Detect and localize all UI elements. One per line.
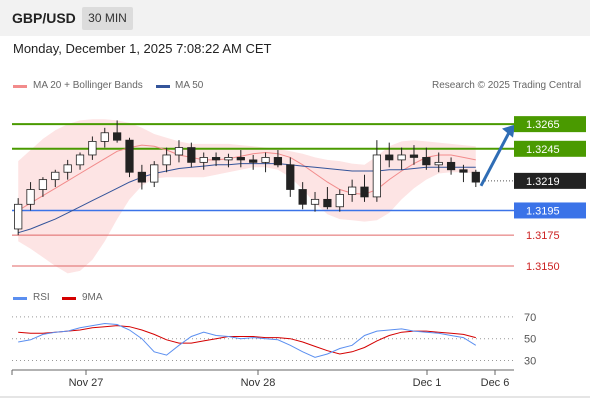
candle-body bbox=[348, 186, 357, 195]
candle-body bbox=[14, 203, 23, 230]
candle-body bbox=[397, 154, 406, 161]
candle-body bbox=[459, 169, 468, 173]
candle-body bbox=[434, 161, 443, 166]
candle-body bbox=[409, 154, 419, 158]
resistance-price-badge bbox=[514, 140, 586, 157]
candle-body bbox=[224, 157, 233, 161]
candle-body bbox=[372, 154, 381, 198]
x-tick-label: Dec 6 bbox=[481, 377, 510, 389]
instrument-title: GBP/USD bbox=[12, 10, 76, 26]
rsi-ma-legend-label: 9MA bbox=[82, 292, 103, 303]
timeframe-button[interactable]: 30 MIN bbox=[82, 7, 133, 30]
resistance-price-label: 1.3245 bbox=[526, 144, 560, 156]
current-price-badge bbox=[514, 172, 586, 189]
x-tick-label: Nov 28 bbox=[241, 377, 276, 389]
candle-body bbox=[88, 140, 97, 156]
candle-body bbox=[385, 154, 394, 161]
candle-body bbox=[335, 194, 344, 208]
timestamp: Monday, December 1, 2025 7:08:22 AM CET bbox=[13, 41, 272, 56]
pivot-price-badge bbox=[514, 202, 586, 219]
candle-body bbox=[422, 157, 431, 166]
candle-body bbox=[63, 164, 72, 173]
forecast-arrow-shaft bbox=[479, 131, 511, 187]
current-price-label: 1.3219 bbox=[526, 176, 560, 188]
candle-body bbox=[162, 154, 171, 166]
candle-body bbox=[298, 189, 307, 205]
ma50-legend-swatch bbox=[156, 85, 170, 88]
candle-body bbox=[286, 164, 295, 190]
pivot-price-label: 1.3195 bbox=[526, 205, 560, 217]
candle-body bbox=[446, 161, 456, 171]
candle-body bbox=[273, 157, 283, 166]
candle-body bbox=[26, 189, 35, 205]
candle-body bbox=[471, 171, 480, 183]
resistance-price-badge bbox=[514, 116, 586, 133]
resistance-price-label: 1.3265 bbox=[526, 119, 560, 131]
ma20-line bbox=[17, 144, 476, 211]
candle-body bbox=[249, 159, 258, 163]
rsi-ma-line bbox=[18, 325, 476, 355]
candle-body bbox=[187, 147, 196, 163]
candle-body bbox=[310, 198, 320, 205]
candle-body bbox=[174, 147, 184, 156]
rsi-tick-label: 50 bbox=[524, 334, 536, 346]
candle-body bbox=[261, 157, 270, 163]
x-tick-label: Dec 1 bbox=[413, 377, 442, 389]
top-bar: GBP/USD 30 MIN bbox=[0, 0, 590, 36]
x-tick-label: Nov 27 bbox=[69, 377, 104, 389]
forecast-arrow-head bbox=[502, 124, 515, 138]
candle-body bbox=[100, 132, 109, 142]
candle-body bbox=[199, 157, 208, 163]
candle-body bbox=[150, 164, 159, 183]
candle-body bbox=[125, 139, 134, 173]
bollinger-band bbox=[18, 119, 476, 274]
rsi-tick-label: 70 bbox=[524, 312, 536, 324]
credit-text: Research © 2025 Trading Central bbox=[432, 80, 582, 91]
rsi-legend-swatch bbox=[13, 297, 27, 300]
support-price-label: 1.3175 bbox=[526, 230, 560, 242]
rsi-tick-label: 30 bbox=[524, 356, 536, 368]
candle-body bbox=[113, 132, 122, 141]
support-price-label: 1.3150 bbox=[526, 261, 560, 273]
candle-body bbox=[360, 186, 369, 198]
candle-body bbox=[211, 157, 221, 161]
ma20-legend-label: MA 20 + Bollinger Bands bbox=[33, 80, 143, 91]
rsi-legend-label: RSI bbox=[33, 292, 50, 303]
rsi-ma-legend-swatch bbox=[62, 297, 76, 300]
candle-body bbox=[323, 198, 332, 208]
candle-body bbox=[75, 154, 85, 166]
ma50-legend-label: MA 50 bbox=[175, 80, 204, 91]
candle-body bbox=[137, 171, 146, 183]
candle-body bbox=[236, 157, 245, 161]
candle-body bbox=[38, 179, 48, 190]
ma50-line bbox=[18, 163, 476, 234]
candle-body bbox=[51, 171, 60, 181]
ma20-legend-swatch bbox=[13, 85, 27, 88]
rsi-line bbox=[18, 322, 477, 358]
